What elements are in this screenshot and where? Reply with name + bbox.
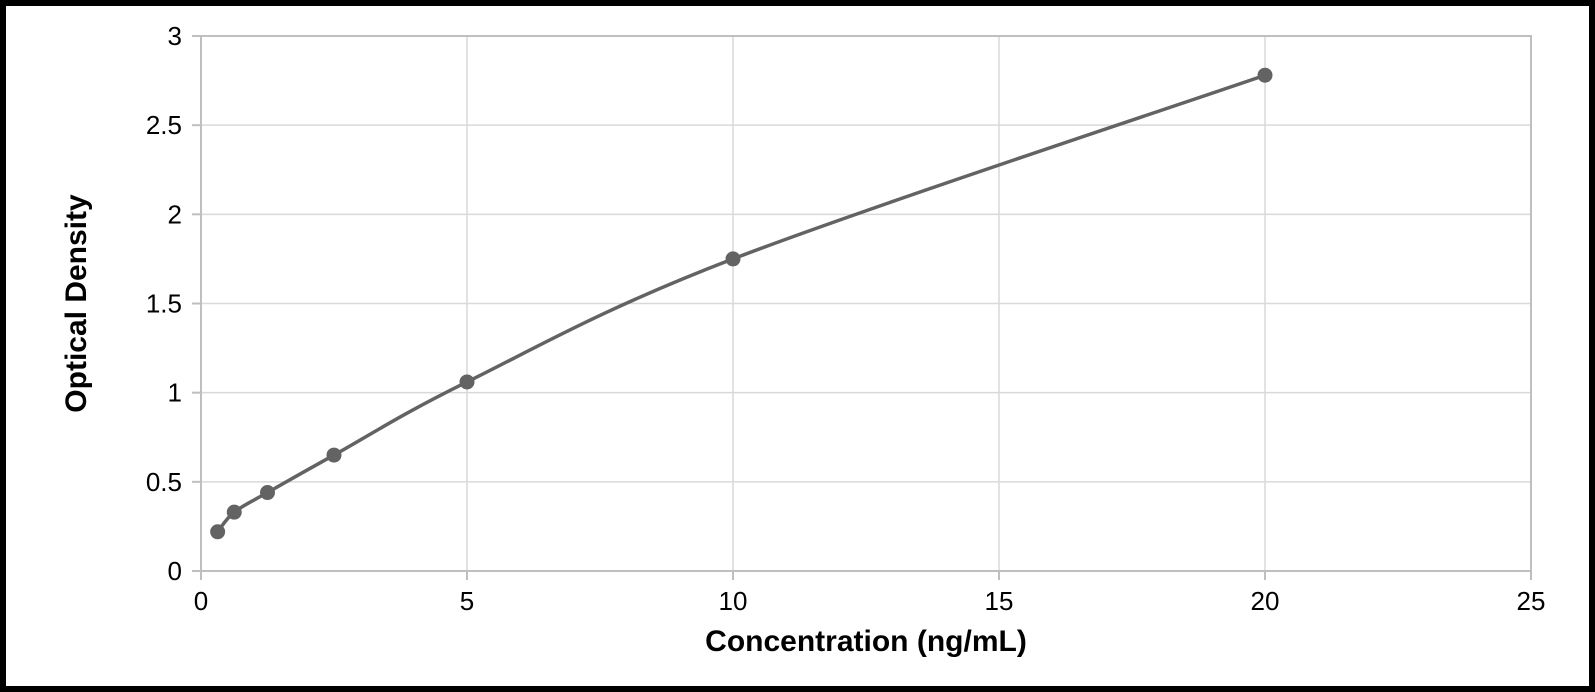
y-tick-label: 0.5: [146, 467, 182, 497]
data-marker: [261, 486, 275, 500]
y-tick-label: 2: [168, 199, 182, 229]
x-tick-label: 25: [1517, 586, 1546, 616]
y-tick-label: 1.5: [146, 289, 182, 319]
data-marker: [1258, 68, 1272, 82]
y-tick-label: 2.5: [146, 110, 182, 140]
data-marker: [460, 375, 474, 389]
x-axis-label: Concentration (ng/mL): [705, 625, 1027, 658]
y-tick-label: 0: [168, 556, 182, 586]
x-tick-label: 10: [719, 586, 748, 616]
data-marker: [327, 448, 341, 462]
chart-svg: 0 5 10 15 20 25 0 0.5 1 1.5 2 2.5 3 Concentration (ng…: [36, 16, 1559, 676]
x-tick-label: 5: [460, 586, 474, 616]
chart-container: 0 5 10 15 20 25 0 0.5 1 1.5 2 2.5 3 Concentration (ng…: [36, 16, 1559, 676]
x-tick-label: 15: [985, 586, 1014, 616]
x-tick-label: 20: [1251, 586, 1280, 616]
x-tick-label: 0: [194, 586, 208, 616]
data-marker: [227, 505, 241, 519]
data-marker: [726, 252, 740, 266]
data-marker: [211, 525, 225, 539]
y-tick-label: 3: [168, 21, 182, 51]
y-tick-label: 1: [168, 378, 182, 408]
chart-frame: 0 5 10 15 20 25 0 0.5 1 1.5 2 2.5 3 Concentration (ng…: [0, 0, 1595, 692]
y-axis-label: Optical Density: [60, 194, 93, 413]
